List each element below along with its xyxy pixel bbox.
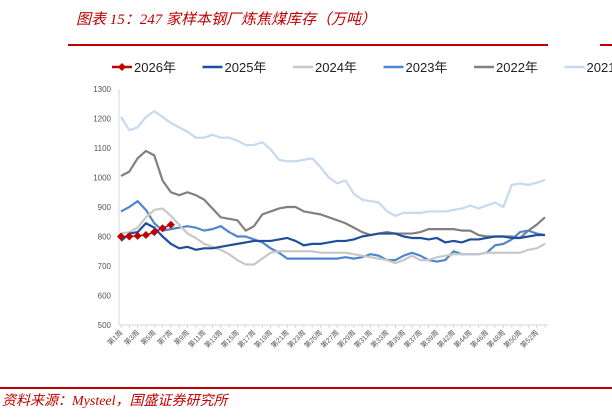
title-divider-right: [600, 44, 612, 46]
data-point-marker: [125, 232, 134, 241]
legend-marker: [118, 63, 126, 71]
x-tick-label: 第1周: [105, 328, 124, 347]
x-tick-label: 第52周: [518, 328, 540, 350]
y-tick-label: 800: [98, 233, 112, 242]
series-line-2021年: [120, 110, 546, 217]
x-tick-label: 第7周: [155, 328, 174, 347]
data-point-marker: [150, 228, 159, 237]
data-point-marker: [166, 220, 175, 229]
y-tick-label: 1200: [93, 115, 111, 124]
legend-label: 2026年: [134, 60, 176, 75]
y-tick-label: 1100: [94, 144, 112, 153]
y-tick-label: 900: [98, 203, 112, 212]
title-divider: [68, 44, 548, 46]
series-line-2024年: [120, 207, 546, 266]
data-point-marker: [133, 231, 142, 240]
data-point-marker: [158, 224, 167, 233]
legend-label: 2022年: [496, 60, 538, 75]
chart-title: 图表 15：247 家样本钢厂炼焦煤库存（万吨）: [76, 12, 377, 28]
legend-label: 2025年: [225, 60, 267, 75]
series-line-2022年: [120, 149, 546, 240]
x-tick-label: 第3周: [122, 328, 141, 347]
data-point-marker: [117, 232, 125, 241]
legend-label: 2024年: [315, 60, 357, 75]
x-tick-label: 第5周: [139, 328, 158, 347]
y-tick-label: 1000: [93, 174, 111, 183]
y-tick-label: 600: [98, 292, 112, 301]
y-tick-label: 700: [98, 262, 112, 271]
source-note: 资料来源：Mysteel，国盛证券研究所: [2, 394, 228, 409]
legend-label: 2021年: [587, 60, 612, 75]
legend-label: 2023年: [406, 60, 448, 75]
y-tick-label: 500: [98, 321, 112, 330]
series-line-2025年: [120, 222, 545, 251]
data-point-marker: [141, 231, 150, 240]
source-divider: [0, 387, 612, 389]
y-tick-label: 1300: [93, 85, 111, 94]
